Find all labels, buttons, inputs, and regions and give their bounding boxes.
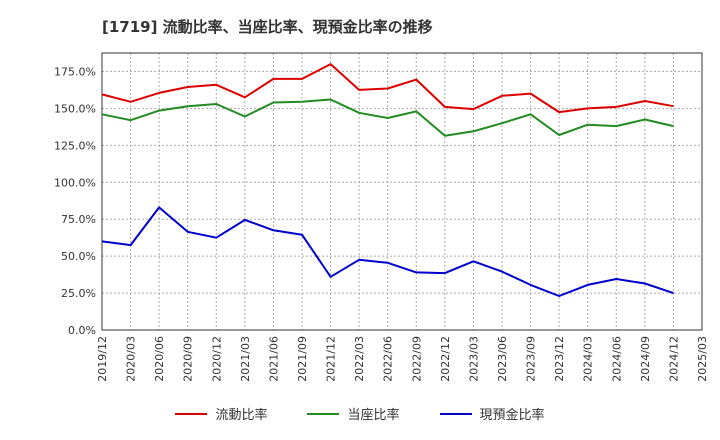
y-tick-label: 75.0% (61, 213, 96, 226)
x-tick-label: 2023/12 (553, 336, 566, 382)
series-line-0 (101, 63, 674, 114)
x-tick-label: 2021/06 (267, 336, 280, 382)
chart-title: [1719] 流動比率、当座比率、現預金比率の推移 (102, 18, 433, 36)
x-tick-label: 2022/06 (382, 336, 395, 382)
legend-item-cash-ratio: 現預金比率 (439, 404, 545, 423)
x-tick-label: 2024/03 (582, 336, 595, 382)
x-tick-label: 2019/12 (96, 336, 109, 382)
x-tick-label: 2020/06 (153, 336, 166, 382)
y-tick-label: 100.0% (54, 176, 96, 189)
plot-frame (101, 52, 703, 331)
series-line-1 (101, 98, 674, 137)
x-tick-label: 2023/06 (496, 336, 509, 382)
legend: 流動比率 当座比率 現預金比率 (0, 404, 720, 423)
legend-label-quick-ratio: 当座比率 (347, 408, 400, 423)
x-tick-label: 2023/03 (467, 336, 480, 382)
x-tick-label: 2022/12 (439, 336, 452, 382)
x-tick-label: 2022/03 (353, 336, 366, 382)
x-tick-label: 2021/12 (325, 336, 338, 382)
x-tick-label: 2021/09 (296, 336, 309, 382)
x-tick-label: 2025/03 (696, 336, 709, 382)
x-tick-label: 2024/12 (667, 336, 680, 382)
x-tick-label: 2024/06 (610, 336, 623, 382)
legend-swatch-quick-ratio (307, 412, 340, 415)
x-tick-label: 2020/12 (210, 336, 223, 382)
x-tick-label: 2024/09 (639, 336, 652, 382)
y-tick-label: 50.0% (61, 250, 96, 263)
legend-label-current-ratio: 流動比率 (215, 408, 268, 423)
y-tick-label: 0.0% (68, 324, 96, 337)
y-tick-label: 150.0% (54, 102, 96, 115)
legend-item-quick-ratio: 当座比率 (307, 404, 400, 423)
x-tick-label: 2020/09 (182, 336, 195, 382)
y-tick-label: 175.0% (54, 65, 96, 78)
series-line-2 (101, 206, 674, 297)
legend-label-cash-ratio: 現預金比率 (479, 408, 545, 423)
x-tick-label: 2020/03 (125, 336, 138, 382)
x-tick-label: 2023/09 (525, 336, 538, 382)
legend-item-current-ratio: 流動比率 (175, 404, 267, 423)
legend-swatch-cash-ratio (439, 412, 472, 415)
x-tick-label: 2021/03 (239, 336, 252, 382)
legend-swatch-current-ratio (175, 412, 208, 415)
y-tick-label: 125.0% (54, 139, 96, 152)
y-tick-label: 25.0% (61, 287, 96, 300)
x-tick-label: 2022/09 (410, 336, 423, 382)
